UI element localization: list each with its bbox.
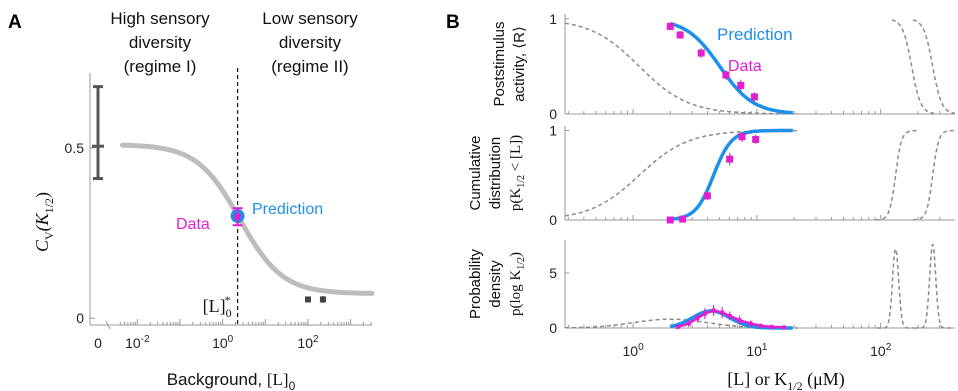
y-axis-label-line: p(K1/2 < [L]) xyxy=(508,135,527,211)
subpanel-2: 0 1 Cumulative distribution p(K1/2 < [L]) xyxy=(467,122,955,228)
x-tick-label: 100 xyxy=(623,342,645,359)
axis-break xyxy=(105,320,111,330)
panel-b-label: B xyxy=(446,12,460,33)
background-dashed-curve xyxy=(564,22,798,115)
regime-label-line: Low sensory xyxy=(262,9,358,28)
data-point xyxy=(720,310,725,315)
y-tick-label: 1 xyxy=(549,122,557,138)
background-dashed-curve xyxy=(565,318,798,329)
dashed-curve xyxy=(914,243,951,329)
regime-label-line: High sensory xyxy=(110,9,210,28)
data-point xyxy=(675,324,680,329)
x-axis-label: Background, [L]0 xyxy=(167,370,296,391)
dashed-curve xyxy=(891,19,934,115)
data-point xyxy=(737,318,742,323)
data-point xyxy=(726,155,734,163)
dashed-curve xyxy=(877,248,914,329)
y-tick-label: 0 xyxy=(549,320,557,336)
x-tick-label: 102 xyxy=(297,334,319,351)
data-point xyxy=(666,216,674,224)
data-point xyxy=(782,325,787,330)
data-point xyxy=(697,49,705,57)
prediction-label: Prediction xyxy=(252,201,323,218)
data-label: Data xyxy=(176,216,210,233)
x-axis-label: [L] or K1/2 (μM) xyxy=(727,369,844,391)
data-point xyxy=(748,321,753,326)
data-point xyxy=(234,213,241,220)
prediction-curve xyxy=(119,142,375,296)
regime-label-line: diversity xyxy=(279,33,342,52)
data-point xyxy=(679,215,687,223)
data-point xyxy=(738,133,746,141)
data-point xyxy=(722,71,730,79)
x-tick-label: 10-2 xyxy=(125,334,150,351)
x-tick-label: 0 xyxy=(94,335,102,351)
panel-a-axes-frame xyxy=(90,73,372,325)
data-point xyxy=(686,321,691,326)
legend-data: Data xyxy=(728,58,762,75)
panel-a-axes: 0 10-2 100 102 0 0.5 xyxy=(65,68,372,351)
background-dashed-curve xyxy=(564,129,798,217)
y-axis-label-line: density xyxy=(487,260,504,308)
data-point xyxy=(769,324,774,329)
y-axis-label-line: Probability xyxy=(467,248,484,319)
data-point xyxy=(676,31,684,39)
y-axis-label-line: p(log K1/2) xyxy=(508,252,527,316)
data-point xyxy=(727,313,732,318)
y-tick-label: 5 xyxy=(549,265,557,281)
prediction-curve-line xyxy=(119,142,375,296)
regime-label-line: diversity xyxy=(129,33,192,52)
threshold-label: [L]0* xyxy=(203,293,232,320)
data-point xyxy=(695,316,700,321)
x-tick-label: 102 xyxy=(870,342,892,359)
y-tick-label: 0 xyxy=(549,106,557,122)
prediction-curve xyxy=(669,21,793,115)
data-point xyxy=(752,135,760,143)
data-point xyxy=(711,308,716,313)
data-point xyxy=(666,22,674,30)
y-tick-label: 0.5 xyxy=(65,140,85,156)
data-point xyxy=(750,93,758,101)
dashed-curve xyxy=(875,129,918,221)
panel-b-x-axis: 100 101 102 xyxy=(623,342,892,359)
regime-labels: High sensory diversity (regime I) Low senso… xyxy=(110,9,358,76)
prediction-curve xyxy=(670,128,793,222)
regime-label-line: (regime II) xyxy=(271,57,348,76)
y-tick-label: 1 xyxy=(549,11,557,27)
y-axis-label: CV(K1/2) xyxy=(32,192,56,252)
y-tick-label: 0 xyxy=(549,212,557,228)
x-tick-label: 100 xyxy=(212,334,234,351)
y-axis-label-line: Poststimulus xyxy=(491,21,508,106)
legend-prediction: Prediction xyxy=(717,25,793,44)
panel-a-marks: Prediction Data xyxy=(92,85,326,303)
subpanel-3: 0 5 Probability density p(log K1/2) xyxy=(467,240,955,336)
y-axis-label-line: activity, ⟨R⟩ xyxy=(511,26,528,102)
dashed-curve xyxy=(912,129,955,221)
data-point xyxy=(737,81,745,89)
data-point xyxy=(702,311,707,316)
data-point xyxy=(703,192,711,200)
subpanel-1: 0 1 Poststimulus activity, ⟨R⟩ Prediction Dat… xyxy=(491,11,955,122)
regime-label-line: (regime I) xyxy=(124,57,197,76)
y-axis-label-line: Cumulative xyxy=(467,135,484,210)
data-point xyxy=(758,323,763,328)
y-axis-label-line: distribution xyxy=(487,137,504,210)
dashed-curve xyxy=(912,19,955,115)
panel-a: A High sensory diversity (regime I) Low sen… xyxy=(8,9,375,391)
panel-a-label: A xyxy=(8,12,22,33)
y-tick-label: 0 xyxy=(76,310,84,326)
x-tick-label: 101 xyxy=(746,342,768,359)
